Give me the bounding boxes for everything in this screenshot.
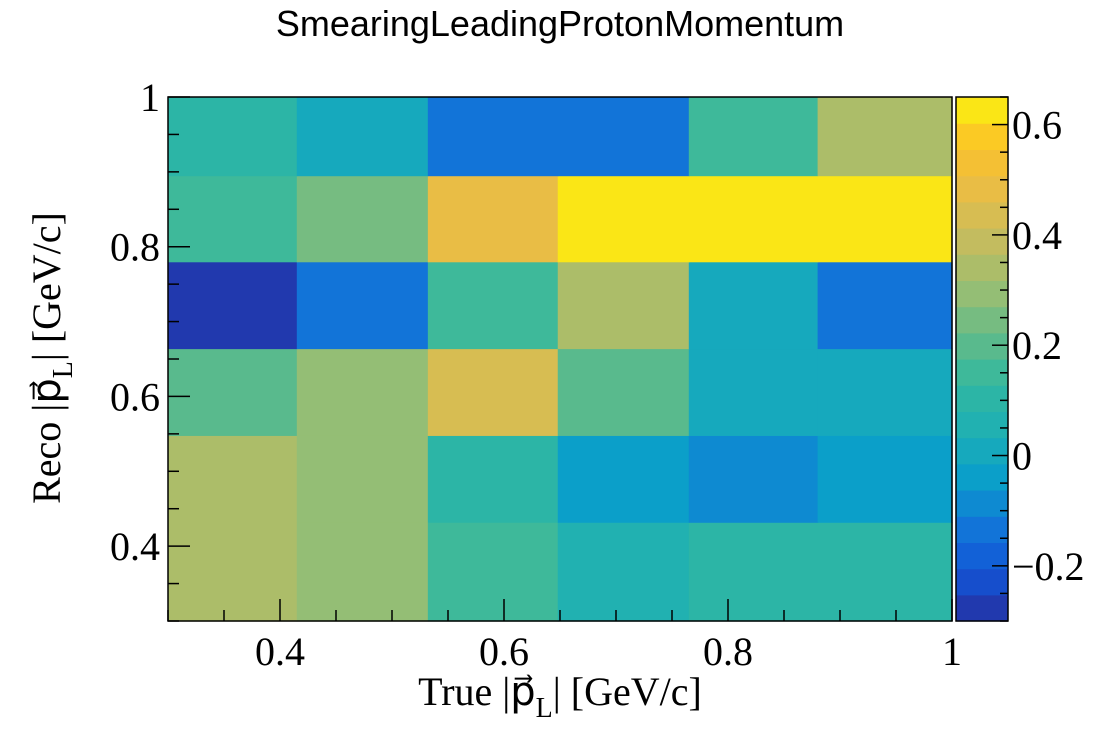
chart-title: SmearingLeadingProtonMomentum	[276, 3, 844, 44]
heatmap-cell	[427, 261, 559, 350]
y-tick-label: 0.6	[110, 374, 160, 419]
colorbar-segment	[956, 97, 1008, 124]
heatmap-cell	[817, 522, 953, 622]
heatmap-cell	[688, 348, 819, 436]
colorbar-segment	[956, 568, 1008, 596]
axis-label-subscript: L	[48, 361, 79, 378]
heatmap-cell	[557, 522, 690, 622]
axis-label-prefix: True |	[418, 669, 510, 714]
axis-label-prefix: Reco |	[24, 404, 69, 504]
colorbar-segment	[956, 280, 1008, 308]
heatmap-cell	[817, 261, 953, 350]
colorbar-segment	[956, 594, 1008, 622]
colorbar-tick-label: 0.2	[1012, 323, 1062, 368]
colorbar-segment	[956, 201, 1008, 229]
colorbar-segment	[956, 149, 1008, 177]
heatmap-cell	[296, 522, 429, 622]
colorbar-segment	[956, 175, 1008, 203]
y-axis-ticks: 0.4 0.6 0.8 1	[110, 75, 190, 622]
heatmap-cell	[688, 522, 819, 622]
heatmap-cell	[817, 348, 953, 436]
heatmap-cell	[168, 97, 298, 177]
heatmap-cell	[296, 261, 429, 350]
x-tick-label: 0.4	[255, 629, 305, 674]
axis-label-vector: p⃗	[24, 378, 69, 403]
colorbar-frame	[955, 96, 1009, 622]
colorbar-segment	[956, 359, 1008, 386]
x-tick-label: 0.8	[703, 629, 753, 674]
x-tick-label: 1	[942, 629, 962, 674]
axis-label-vector: p⃗	[510, 669, 535, 714]
colorbar-segment	[956, 123, 1008, 150]
x-axis-label: True |p⃗L| [GeV/c]	[418, 669, 702, 724]
heatmap-cell	[688, 97, 819, 177]
heatmap-cell	[688, 435, 819, 523]
axis-label-suffix: | [GeV/c]	[553, 669, 702, 714]
heatmap-cell	[168, 435, 298, 523]
x-tick-label: 0.6	[479, 629, 529, 674]
heatmap-cell	[168, 348, 298, 436]
colorbar-segment	[956, 306, 1008, 334]
heatmap-cells	[168, 97, 953, 622]
heatmap-cell	[168, 261, 298, 350]
heatmap-cell	[557, 175, 690, 263]
colorbar-tick-label: 0.6	[1012, 103, 1062, 148]
colorbar-segment	[956, 516, 1008, 543]
colorbar-tick-label: 0	[1012, 434, 1032, 479]
heatmap-cell	[817, 435, 953, 523]
heatmap-cell	[557, 97, 690, 177]
heatmap-cell	[427, 175, 559, 263]
y-tick-label: 0.4	[110, 524, 160, 569]
heatmap-cell	[817, 175, 953, 263]
colorbar-segment	[956, 542, 1008, 570]
x-axis-ticks: 0.4 0.6 0.8 1	[167, 599, 962, 674]
colorbar-segment	[956, 490, 1008, 517]
colorbar-ticks: −0.2 0 0.2 0.4 0.6	[992, 96, 1085, 622]
heatmap-cell	[168, 175, 298, 263]
heatmap-cell	[557, 435, 690, 523]
colorbar	[955, 96, 1009, 622]
heatmap-cell	[688, 175, 819, 263]
colorbar-segment	[956, 332, 1008, 360]
heatmap-cell	[296, 97, 429, 177]
colorbar-segment	[956, 411, 1008, 439]
heatmap-cell	[557, 348, 690, 436]
heatmap-cell	[688, 261, 819, 350]
colorbar-segment	[956, 463, 1008, 491]
y-axis-label: Reco |p⃗L| [GeV/c]	[24, 212, 79, 504]
colorbar-tick-label: 0.4	[1012, 213, 1062, 258]
y-tick-label: 1	[140, 75, 160, 120]
colorbar-tick-label: −0.2	[1012, 544, 1085, 589]
colorbar-segment	[956, 437, 1008, 465]
colorbar-segment	[956, 254, 1008, 281]
heatmap-cell	[427, 435, 559, 523]
heatmap-cell	[427, 97, 559, 177]
heatmap-cell	[168, 522, 298, 622]
heatmap-cell	[817, 97, 953, 177]
colorbar-segment	[956, 385, 1008, 412]
heatmap-cell	[557, 261, 690, 350]
heatmap-cell	[296, 175, 429, 263]
axis-label-subscript: L	[536, 693, 553, 724]
colorbar-segment	[956, 228, 1008, 255]
heatmap-cell	[427, 348, 559, 436]
y-tick-label: 0.8	[110, 225, 160, 270]
heatmap-cell	[296, 348, 429, 436]
heatmap-cell	[296, 435, 429, 523]
axis-label-suffix: | [GeV/c]	[24, 212, 69, 361]
heatmap-cell	[427, 522, 559, 622]
